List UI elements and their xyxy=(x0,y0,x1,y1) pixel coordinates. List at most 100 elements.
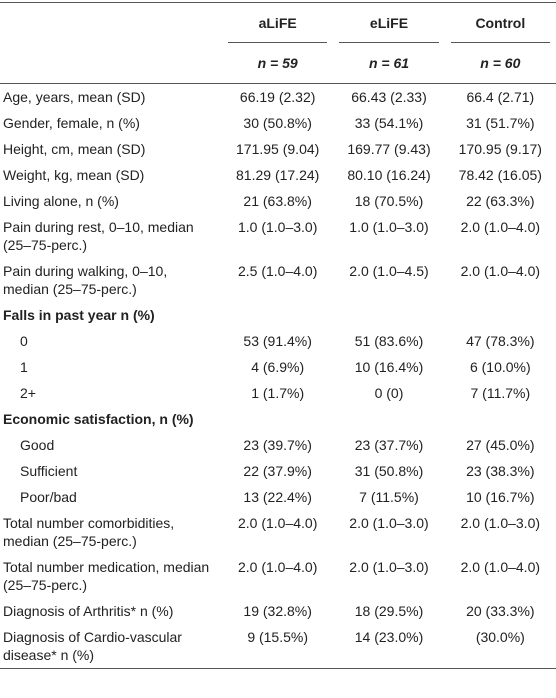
row-label: Age, years, mean (SD) xyxy=(3,89,146,105)
cell-value: 1.0 (1.0–3.0) xyxy=(349,219,429,235)
table-row: Weight, kg, mean (SD) 81.29 (17.24) 80.10 … xyxy=(0,162,556,188)
row-label: Poor/bad xyxy=(20,489,77,505)
cell-value: 4 (6.9%) xyxy=(251,359,305,375)
cell-value: 9 (15.5%) xyxy=(222,624,334,669)
cell-value: 14 (23.0%) xyxy=(333,624,445,669)
table-row: Living alone, n (%) 21 (63.8%) 18 (70.5%) 2… xyxy=(0,188,556,214)
cell-value: 7 (11.7%) xyxy=(470,385,531,401)
row-label: Height, cm, mean (SD) xyxy=(3,141,146,157)
cell-value: 2.0 (1.0–4.0) xyxy=(460,219,541,235)
cell-value: 23 (37.7%) xyxy=(354,437,424,453)
cell-value: 66.19 (2.32) xyxy=(239,89,316,105)
cell-value: 10 (16.7%) xyxy=(466,489,535,505)
row-label: Sufficient xyxy=(20,463,78,479)
table-row: Falls in past year n (%) xyxy=(0,302,556,328)
row-label: Living alone, n (%) xyxy=(3,193,119,209)
cell-value: 2.0 (1.0–4.0) xyxy=(460,263,541,279)
table-row: Sufficient 22 (37.9%) 31 (50.8%) 23 (38.3%) xyxy=(0,458,556,484)
row-label: 2+ xyxy=(20,385,36,401)
cell-value: 78.42 (16.05) xyxy=(458,167,542,183)
table-row: 1 4 (6.9%) 10 (16.4%) 6 (10.0%) xyxy=(0,354,556,380)
table-row: Good 23 (39.7%) 23 (37.7%) 27 (45.0%) xyxy=(0,432,556,458)
row-label: Economic satisfaction, n (%) xyxy=(3,411,194,427)
table-row: Age, years, mean (SD) 66.19 (2.32) 66.43 (… xyxy=(0,84,556,110)
column-name: eLiFE xyxy=(339,14,439,43)
cell-value: 23 (38.3%) xyxy=(466,463,535,479)
cell-value: 7 (11.5%) xyxy=(359,489,419,505)
table-row: Total number comorbidities, median (25–7… xyxy=(0,510,556,554)
cell-value: 1 (1.7%) xyxy=(251,385,305,401)
cell-value: (30.0%) xyxy=(444,624,556,669)
cell-value: 2.0 (1.0–3.0) xyxy=(349,515,429,531)
header-n-row: n = 59 n = 61 n = 60 xyxy=(0,43,556,84)
cell-value: 31 (50.8%) xyxy=(354,463,424,479)
row-label: Pain during rest, 0–10, median (25–75-pe… xyxy=(3,219,194,253)
cell-value: 20 (33.3%) xyxy=(466,603,535,619)
table-row: Pain during rest, 0–10, median (25–75-pe… xyxy=(0,214,556,258)
cell-value: 2.0 (1.0–4.0) xyxy=(237,559,318,575)
table-body: Age, years, mean (SD) 66.19 (2.32) 66.43 (… xyxy=(0,84,556,669)
cell-value: 2.5 (1.0–4.0) xyxy=(237,263,318,279)
table-row: Economic satisfaction, n (%) xyxy=(0,406,556,432)
cell-value: 21 (63.8%) xyxy=(243,193,312,209)
row-label: Weight, kg, mean (SD) xyxy=(3,167,145,183)
cell-value: 19 (32.8%) xyxy=(243,603,312,619)
row-label: Diagnosis of Cardio-vascular disease* n … xyxy=(0,624,222,669)
cell-value: 0 (0) xyxy=(374,385,404,401)
cell-value: 47 (78.3%) xyxy=(466,333,535,349)
table-row: Poor/bad 13 (22.4%) 7 (11.5%) 10 (16.7%) xyxy=(0,484,556,510)
row-label: Diagnosis of Arthritis* n (%) xyxy=(3,603,174,619)
cell-value: 53 (91.4%) xyxy=(243,333,312,349)
cell-value: 66.4 (2.71) xyxy=(466,89,535,105)
cell-value: 18 (29.5%) xyxy=(354,603,424,619)
table-row: Diagnosis of Cardio-vascular disease* n … xyxy=(0,624,556,669)
table-row: 2+ 1 (1.7%) 0 (0) 7 (11.7%) xyxy=(0,380,556,406)
cell-value: 2.0 (1.0–4.0) xyxy=(460,559,541,575)
column-header: eLiFE xyxy=(333,2,445,43)
cell-value: 1.0 (1.0–3.0) xyxy=(237,219,318,235)
cell-value: 80.10 (16.24) xyxy=(347,167,431,183)
column-name: Control xyxy=(450,14,550,43)
cell-value: 171.95 (9.04) xyxy=(236,141,320,157)
cell-value: 27 (45.0%) xyxy=(466,437,535,453)
cell-value: 31 (51.7%) xyxy=(466,115,535,131)
cell-value: 33 (54.1%) xyxy=(354,115,424,131)
empty-cell xyxy=(222,302,556,328)
cell-value: 10 (16.4%) xyxy=(354,359,424,375)
column-n: n = 59 xyxy=(222,43,334,84)
column-n: n = 60 xyxy=(444,43,556,84)
cell-value: 13 (22.4%) xyxy=(243,489,312,505)
cell-value: 170.95 (9.17) xyxy=(458,141,542,157)
column-header: aLiFE xyxy=(222,2,334,43)
empty-cell xyxy=(222,406,556,432)
table-row: Height, cm, mean (SD) 171.95 (9.04) 169.77… xyxy=(0,136,556,162)
column-header: Control xyxy=(444,2,556,43)
cell-value: 51 (83.6%) xyxy=(354,333,424,349)
cell-value: 18 (70.5%) xyxy=(354,193,424,209)
cell-value: 23 (39.7%) xyxy=(243,437,312,453)
row-label: Total number comorbidities, median (25–7… xyxy=(3,515,175,549)
cell-value: 22 (37.9%) xyxy=(243,463,312,479)
row-label: Falls in past year n (%) xyxy=(3,307,155,323)
cell-value: 2.0 (1.0–4.0) xyxy=(237,515,318,531)
cell-value: 6 (10.0%) xyxy=(469,359,531,375)
cell-value: 2.0 (1.0–3.0) xyxy=(349,559,429,575)
table-row: Gender, female, n (%) 30 (50.8%) 33 (54.1%… xyxy=(0,110,556,136)
table-row: Pain during walking, 0–10, median (25–75… xyxy=(0,258,556,302)
cell-value: 30 (50.8%) xyxy=(243,115,312,131)
row-label: 1 xyxy=(20,359,28,375)
row-label: Good xyxy=(20,437,55,453)
cell-value: 2.0 (1.0–3.0) xyxy=(460,515,541,531)
corner-cell xyxy=(0,43,222,84)
table-row: Total number medication, median (25–75-p… xyxy=(0,554,556,598)
cell-value: 169.77 (9.43) xyxy=(347,141,431,157)
cell-value: 2.0 (1.0–4.5) xyxy=(349,263,429,279)
cell-value: 66.43 (2.33) xyxy=(351,89,427,105)
row-label: Total number medication, median (25–75-p… xyxy=(3,559,210,593)
row-label: Pain during walking, 0–10, median (25–75… xyxy=(3,263,168,297)
column-name: aLiFE xyxy=(228,14,328,43)
cell-value: 22 (63.3%) xyxy=(466,193,535,209)
row-label: Gender, female, n (%) xyxy=(3,115,140,131)
column-n: n = 61 xyxy=(333,43,445,84)
